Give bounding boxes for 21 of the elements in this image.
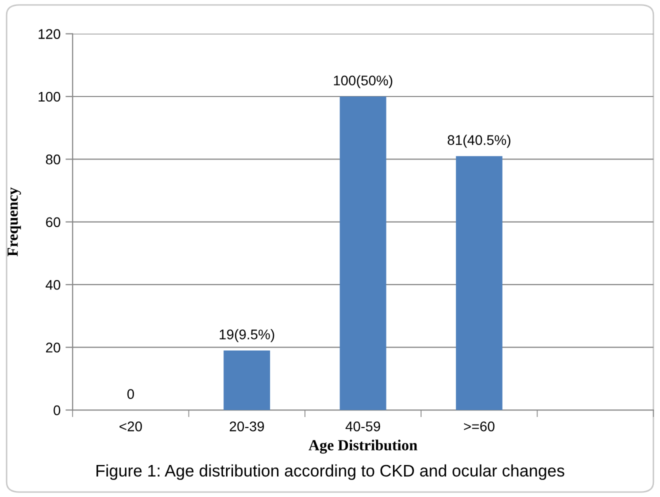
- data-label: 0: [127, 389, 134, 399]
- y-tick-label: 80: [46, 154, 60, 164]
- y-axis-title: Frequency: [8, 187, 21, 256]
- y-tick-label: 40: [46, 280, 60, 290]
- caption: Figure 1: Age distribution according to CKD and ocular changes: [96, 464, 564, 480]
- y-tick-label: 120: [38, 29, 60, 39]
- x-tick-label: >=60: [464, 422, 494, 432]
- x-tick-label: <20: [120, 422, 142, 432]
- y-tick-label: 60: [46, 217, 60, 228]
- bar: [456, 156, 502, 410]
- y-tick-label: 100: [38, 92, 60, 102]
- x-axis-title: Age Distribution: [308, 440, 418, 454]
- data-label: 81(40.5%): [448, 134, 510, 148]
- data-label: 100(50%): [334, 75, 392, 88]
- data-label: 19(9.5%): [220, 329, 274, 342]
- y-tick-label: 0: [54, 405, 60, 416]
- x-tick-label: 40-59: [346, 422, 380, 432]
- y-tick-label: 20: [46, 342, 60, 352]
- bar: [224, 350, 270, 410]
- bar: [340, 96, 386, 410]
- x-tick-label: 20-39: [230, 422, 264, 432]
